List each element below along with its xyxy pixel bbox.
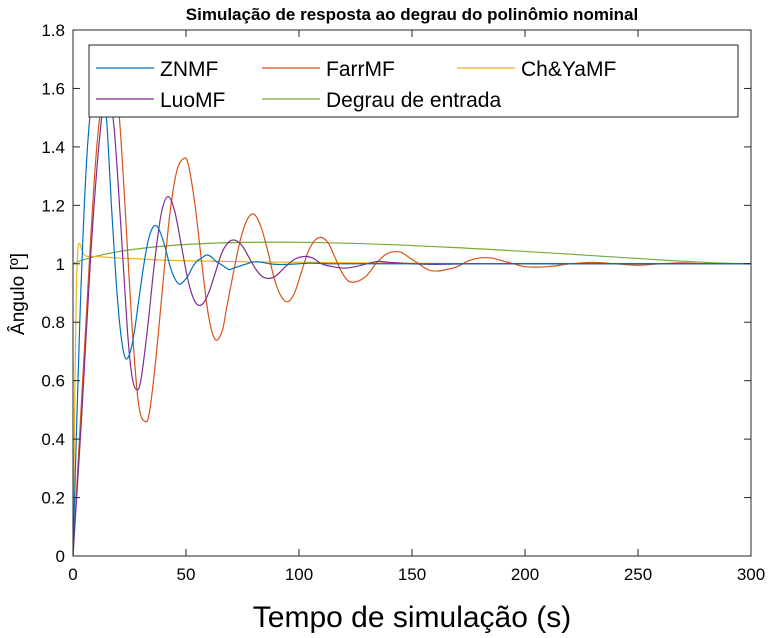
- x-tick-label: 250: [624, 565, 652, 584]
- legend-label: FarrMF: [326, 58, 395, 81]
- y-tick-label: 1.8: [41, 21, 65, 40]
- series-line-znmf: [73, 58, 751, 556]
- y-tick-label: 0.2: [41, 489, 65, 508]
- legend-label: Ch&YaMF: [521, 58, 616, 81]
- series-line-luomf: [73, 87, 751, 556]
- x-tick-label: 100: [285, 565, 313, 584]
- x-tick-label: 0: [68, 565, 77, 584]
- x-tick-label: 200: [511, 565, 539, 584]
- x-axis-ticks: 0 50 100 150 200 250 300: [68, 30, 765, 584]
- x-axis-label: Tempo de simulação (s): [253, 601, 571, 634]
- chart-title: Simulação de resposta ao degrau do polin…: [186, 5, 638, 24]
- x-tick-label: 150: [398, 565, 426, 584]
- series-line-farrmf: [73, 63, 751, 556]
- y-axis-ticks: 0 0.2 0.4 0.6 0.8 1 1.2 1.4 1.6 1.8: [41, 21, 751, 566]
- legend-label: LuoMF: [160, 89, 225, 112]
- y-tick-label: 1.6: [41, 79, 65, 98]
- series-line-degrau-de-entrada: [73, 241, 751, 556]
- x-tick-label: 50: [177, 565, 196, 584]
- legend-box: [88, 44, 739, 118]
- y-tick-label: 0.8: [41, 313, 65, 332]
- y-tick-label: 0.6: [41, 372, 65, 391]
- legend: ZNMF FarrMF Ch&YaMF LuoMF Degrau de entrada: [88, 44, 739, 118]
- y-tick-label: 1: [56, 255, 65, 274]
- y-axis-label: Ângulo [º]: [7, 253, 29, 335]
- y-tick-label: 0.4: [41, 430, 65, 449]
- y-tick-label: 1.4: [41, 138, 65, 157]
- plot-lines: [73, 58, 751, 556]
- legend-label: ZNMF: [160, 58, 218, 81]
- x-tick-label: 300: [737, 565, 765, 584]
- y-tick-label: 0: [56, 547, 65, 566]
- legend-label: Degrau de entrada: [326, 89, 501, 112]
- y-tick-label: 1.2: [41, 196, 65, 215]
